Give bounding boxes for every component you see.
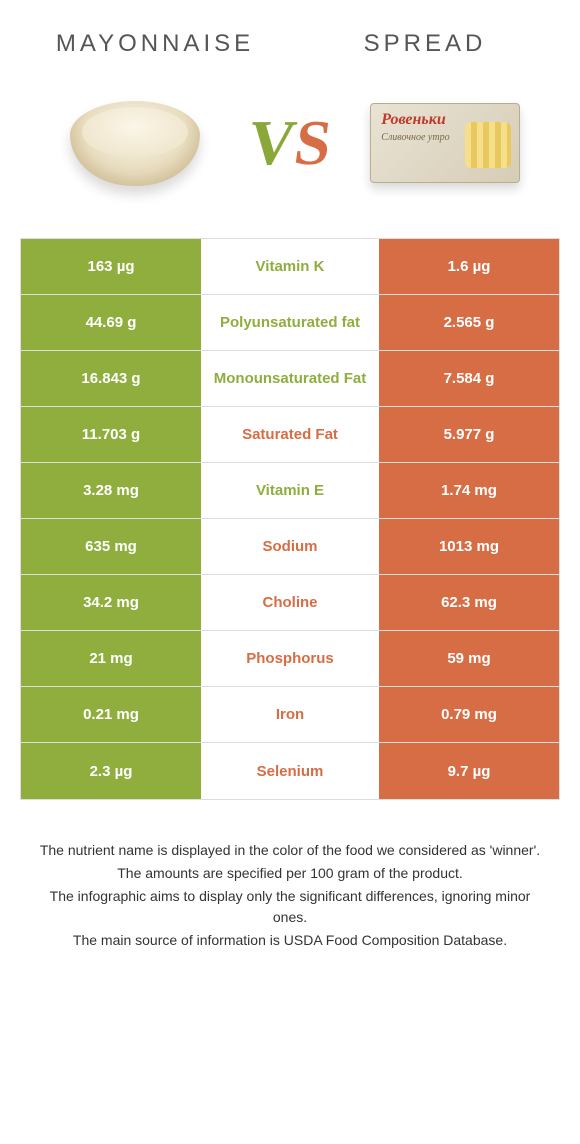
right-value: 5.977 g: [379, 407, 559, 462]
table-row: 3.28 mgVitamin E1.74 mg: [21, 463, 559, 519]
vs-label: VS: [245, 111, 336, 175]
footnotes: The nutrient name is displayed in the co…: [20, 840, 560, 951]
left-value: 11.703 g: [21, 407, 201, 462]
left-value: 21 mg: [21, 631, 201, 686]
nutrient-name: Polyunsaturated fat: [201, 295, 379, 350]
footnote-line: The infographic aims to display only the…: [32, 886, 548, 928]
table-row: 44.69 gPolyunsaturated fat2.565 g: [21, 295, 559, 351]
table-row: 2.3 µgSelenium9.7 µg: [21, 743, 559, 799]
left-value: 2.3 µg: [21, 743, 201, 799]
nutrient-name: Sodium: [201, 519, 379, 574]
title-left: MAYONNAISE: [20, 30, 290, 58]
footnote-line: The nutrient name is displayed in the co…: [32, 840, 548, 861]
table-row: 0.21 mgIron0.79 mg: [21, 687, 559, 743]
footnote-line: The main source of information is USDA F…: [32, 930, 548, 951]
table-row: 34.2 mgCholine62.3 mg: [21, 575, 559, 631]
left-value: 44.69 g: [21, 295, 201, 350]
nutrient-name: Choline: [201, 575, 379, 630]
title-right: SPREAD: [290, 30, 560, 58]
table-row: 635 mgSodium1013 mg: [21, 519, 559, 575]
footnote-line: The amounts are specified per 100 gram o…: [32, 863, 548, 884]
right-value: 1.6 µg: [379, 239, 559, 294]
left-value: 34.2 mg: [21, 575, 201, 630]
nutrient-name: Vitamin E: [201, 463, 379, 518]
right-value: 62.3 mg: [379, 575, 559, 630]
right-value: 1013 mg: [379, 519, 559, 574]
right-value: 1.74 mg: [379, 463, 559, 518]
nutrient-name: Monounsaturated Fat: [201, 351, 379, 406]
nutrient-name: Vitamin K: [201, 239, 379, 294]
nutrient-table: 163 µgVitamin K1.6 µg44.69 gPolyunsatura…: [20, 238, 560, 800]
bowl-icon: [70, 101, 200, 186]
header-row: MAYONNAISE SPREAD: [20, 30, 560, 58]
right-value: 7.584 g: [379, 351, 559, 406]
butter-curl-icon: [465, 122, 511, 168]
spread-image: Ровеньки Сливочное утро: [370, 88, 520, 198]
table-row: 11.703 gSaturated Fat5.977 g: [21, 407, 559, 463]
left-value: 0.21 mg: [21, 687, 201, 742]
table-row: 163 µgVitamin K1.6 µg: [21, 239, 559, 295]
nutrient-name: Saturated Fat: [201, 407, 379, 462]
nutrient-name: Phosphorus: [201, 631, 379, 686]
left-value: 16.843 g: [21, 351, 201, 406]
right-value: 9.7 µg: [379, 743, 559, 799]
left-value: 3.28 mg: [21, 463, 201, 518]
mayonnaise-image: [60, 88, 210, 198]
right-value: 59 mg: [379, 631, 559, 686]
nutrient-name: Selenium: [201, 743, 379, 799]
right-value: 0.79 mg: [379, 687, 559, 742]
table-row: 16.843 gMonounsaturated Fat7.584 g: [21, 351, 559, 407]
spread-box-icon: Ровеньки Сливочное утро: [370, 103, 520, 183]
nutrient-name: Iron: [201, 687, 379, 742]
left-value: 163 µg: [21, 239, 201, 294]
images-row: VS Ровеньки Сливочное утро: [20, 88, 560, 198]
table-row: 21 mgPhosphorus59 mg: [21, 631, 559, 687]
right-value: 2.565 g: [379, 295, 559, 350]
left-value: 635 mg: [21, 519, 201, 574]
